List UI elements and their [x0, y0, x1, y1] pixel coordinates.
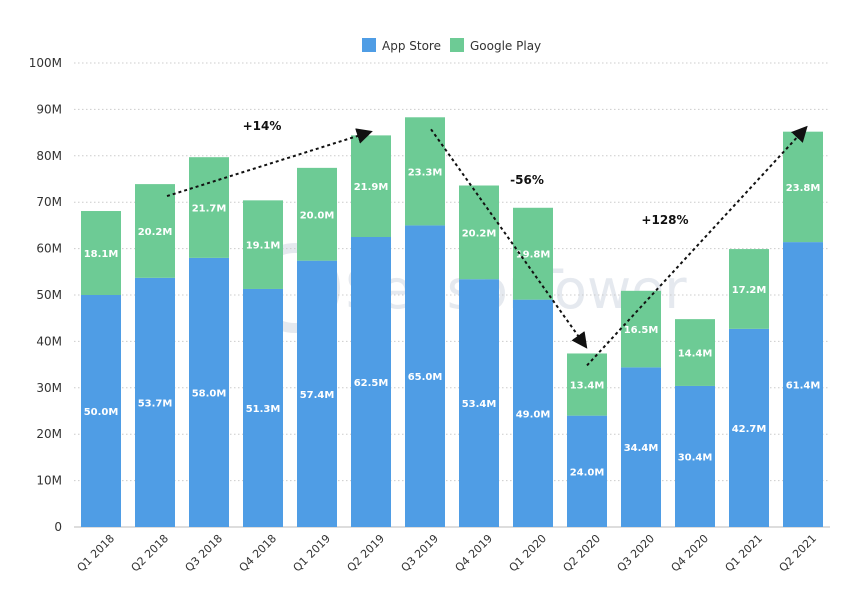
bar-app-store — [783, 242, 823, 527]
bar-google-play — [675, 319, 715, 386]
data-label-app-store: 57.4M — [300, 390, 335, 401]
data-label-google-play: 20.0M — [300, 210, 335, 221]
bar-app-store — [621, 367, 661, 527]
data-label-google-play: 17.2M — [732, 285, 767, 296]
bar-app-store — [513, 299, 553, 527]
legend-swatch-google-play — [450, 38, 464, 52]
data-label-app-store: 30.4M — [678, 452, 713, 463]
data-label-app-store: 50.0M — [84, 407, 119, 418]
data-label-app-store: 51.3M — [246, 404, 281, 415]
data-label-app-store: 65.0M — [408, 372, 443, 383]
y-tick-label: 70M — [36, 195, 62, 209]
annotation-label: +128% — [641, 213, 688, 227]
legend-label-app-store: App Store — [382, 39, 441, 53]
data-label-google-play: 20.2M — [138, 227, 173, 238]
x-tick-label: Q4 2019 — [453, 532, 496, 575]
bar-google-play — [405, 117, 445, 226]
data-label-app-store: 49.0M — [516, 409, 551, 420]
x-tick-label: Q3 2018 — [183, 532, 226, 575]
data-label-app-store: 53.7M — [138, 398, 173, 409]
data-label-app-store: 24.0M — [570, 467, 605, 478]
trend-arrow — [166, 128, 373, 198]
data-label-app-store: 61.4M — [786, 381, 821, 392]
data-label-google-play: 16.5M — [624, 325, 659, 336]
x-tick-label: Q4 2020 — [669, 532, 712, 575]
x-tick-label: Q3 2019 — [399, 532, 442, 575]
bar-app-store — [297, 260, 337, 527]
y-tick-label: 80M — [36, 149, 62, 163]
x-tick-label: Q1 2018 — [75, 532, 118, 575]
data-label-google-play: 21.7M — [192, 204, 227, 215]
x-tick-label: Q2 2020 — [561, 532, 604, 575]
y-tick-label: 90M — [36, 102, 62, 116]
x-tick-label: Q4 2018 — [237, 532, 280, 575]
bar-google-play — [729, 249, 769, 329]
y-tick-label: 30M — [36, 381, 62, 395]
data-label-google-play: 13.4M — [570, 381, 605, 392]
bar-app-store — [81, 295, 121, 527]
x-tick-label: Q3 2020 — [615, 532, 658, 575]
bar-google-play — [783, 131, 823, 243]
bar-app-store — [405, 225, 445, 527]
data-label-google-play: 19.1M — [246, 241, 281, 252]
legend: App Store Google Play — [362, 38, 541, 53]
data-label-google-play: 23.8M — [786, 183, 821, 194]
bar-app-store — [135, 277, 175, 527]
data-label-google-play: 23.3M — [408, 167, 443, 178]
data-label-google-play: 21.9M — [354, 182, 389, 193]
bar-google-play — [243, 200, 283, 289]
data-label-app-store: 34.4M — [624, 443, 659, 454]
x-tick-label: Q2 2019 — [345, 532, 388, 575]
data-label-app-store: 53.4M — [462, 399, 497, 410]
bar-google-play — [297, 167, 337, 261]
annotation-label: -56% — [510, 173, 544, 187]
annotation-label: +14% — [243, 119, 282, 133]
y-tick-label: 40M — [36, 334, 62, 348]
bars: 50.0M 18.1M 53.7M 20.2M 58.0M 21.7M 51.3M 19.1M… — [81, 117, 823, 527]
data-label-google-play: 20.2M — [462, 228, 497, 239]
bar-google-play — [567, 353, 607, 416]
y-tick-label: 50M — [36, 288, 62, 302]
y-axis: 0 10M 20M 30M 40M 50M 60M 70M 80M 90M 100M — [29, 56, 62, 534]
bar-google-play — [81, 211, 121, 295]
x-tick-label: Q1 2021 — [723, 532, 766, 575]
data-label-app-store: 42.7M — [732, 424, 767, 435]
trend-arrow — [430, 128, 588, 349]
y-tick-label: 20M — [36, 427, 62, 441]
data-label-app-store: 58.0M — [192, 388, 227, 399]
x-axis: Q1 2018 Q2 2018 Q3 2018 Q4 2018 Q1 2019 Q2 20… — [75, 532, 820, 575]
bar-app-store — [729, 328, 769, 527]
bar-app-store — [189, 257, 229, 527]
x-tick-label: Q2 2021 — [777, 532, 820, 575]
data-label-app-store: 62.5M — [354, 378, 389, 389]
bar-google-play — [135, 184, 175, 278]
legend-swatch-app-store — [362, 38, 376, 52]
data-label-google-play: 18.1M — [84, 249, 119, 260]
bar-google-play — [351, 135, 391, 237]
y-tick-label: 0 — [54, 520, 62, 534]
bar-app-store — [675, 385, 715, 527]
x-tick-label: Q1 2020 — [507, 532, 550, 575]
y-tick-label: 60M — [36, 242, 62, 256]
data-label-google-play: 19.8M — [516, 250, 551, 261]
bar-google-play — [621, 290, 661, 368]
bar-app-store — [351, 237, 391, 527]
bar-google-play — [189, 157, 229, 258]
data-label-google-play: 14.4M — [678, 349, 713, 360]
x-tick-label: Q1 2019 — [291, 532, 334, 575]
bar-app-store — [459, 279, 499, 527]
bar-app-store — [243, 288, 283, 527]
y-tick-label: 100M — [29, 56, 62, 70]
x-tick-label: Q2 2018 — [129, 532, 172, 575]
legend-label-google-play: Google Play — [470, 39, 541, 53]
bar-google-play — [459, 185, 499, 280]
bar-app-store — [567, 415, 607, 527]
y-tick-label: 10M — [36, 474, 62, 488]
annotations: +14% -56% +128% — [166, 119, 808, 367]
